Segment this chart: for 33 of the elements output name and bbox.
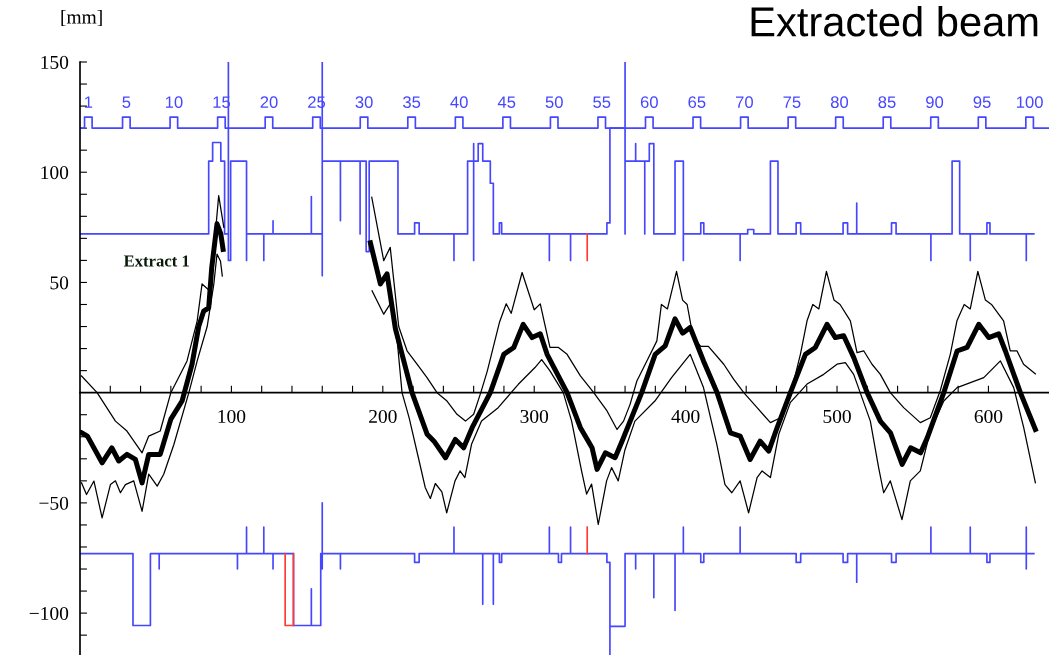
y-tick-label: −50 xyxy=(39,496,69,510)
x-tick-label: 100 xyxy=(218,409,246,424)
x2-tick-label: 60 xyxy=(640,96,658,109)
x2-tick-label: 45 xyxy=(497,96,516,109)
x2-tick-label: 80 xyxy=(830,96,849,109)
x2-tick-label: 55 xyxy=(593,96,611,109)
x-tick-label: 400 xyxy=(671,409,700,424)
y-tick-label: 150 xyxy=(41,55,69,69)
y-tick-label: −100 xyxy=(29,606,69,621)
x-tick-label: 600 xyxy=(974,409,1003,424)
y-tick-label: 50 xyxy=(50,276,69,290)
x2-tick-label: 100 xyxy=(1016,96,1043,109)
x2-tick-label: 20 xyxy=(260,96,278,109)
x2-tick-label: 95 xyxy=(973,96,991,109)
x2-tick-label: 30 xyxy=(355,96,373,109)
x2-tick-label: 65 xyxy=(688,96,706,109)
x-tick-label: 500 xyxy=(823,409,851,424)
y-tick-label: 100 xyxy=(41,166,69,180)
annotation: Extract 1 xyxy=(123,255,189,267)
x2-tick-label: 90 xyxy=(926,96,944,109)
x-tick-label: 300 xyxy=(520,409,549,424)
x2-tick-label: 10 xyxy=(165,96,183,109)
x2-tick-label: 75 xyxy=(783,96,801,109)
chart-title: Extracted beam xyxy=(751,6,1038,37)
x2-tick-label: 35 xyxy=(402,96,421,109)
x2-tick-label: 5 xyxy=(122,96,131,109)
x2-tick-label: 40 xyxy=(450,96,468,109)
x2-tick-label: 85 xyxy=(878,96,896,109)
y-axis-title: [mm] xyxy=(61,10,102,27)
x2-tick-label: 50 xyxy=(545,96,563,109)
x2-tick-label: 70 xyxy=(735,96,753,109)
x-tick-label: 200 xyxy=(369,409,397,424)
x2-tick-label: 1 xyxy=(85,96,93,108)
